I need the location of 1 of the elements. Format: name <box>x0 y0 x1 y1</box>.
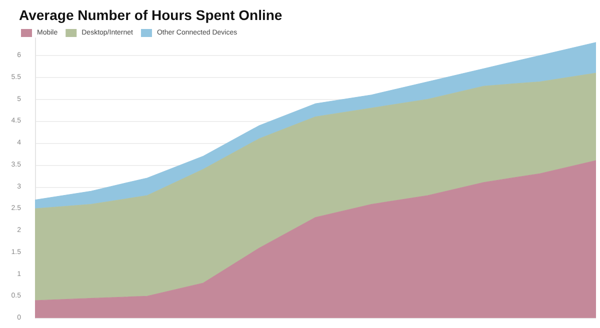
chart-title: Average Number of Hours Spent Online <box>19 7 282 23</box>
